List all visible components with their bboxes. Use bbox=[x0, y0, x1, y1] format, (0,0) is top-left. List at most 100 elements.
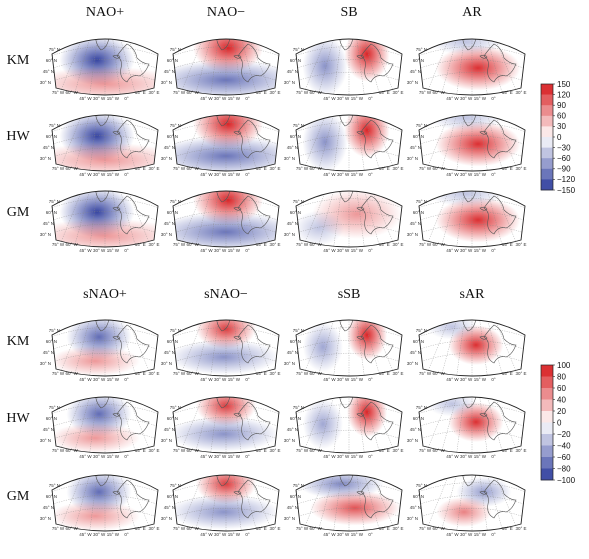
map-gm-2: 30° N 45° N 60° N 75° N 75° W 60° W45° W 30° W… bbox=[284, 474, 404, 537]
iceland-coast bbox=[112, 54, 121, 59]
lon-label: 45° W bbox=[200, 454, 213, 459]
lon-label: 60° W bbox=[66, 90, 79, 95]
positive-anomaly bbox=[52, 346, 140, 376]
lon-label: 15° E bbox=[379, 371, 390, 376]
lon-label: 45° W bbox=[200, 532, 213, 537]
lon-label: 75° W bbox=[52, 166, 65, 171]
lon-label: 15° W bbox=[351, 377, 364, 382]
lon-label: 30° E bbox=[269, 448, 280, 453]
map-km-0: 30° N 45° N 60° N 75° N 75° W 60° W45° W 30° W… bbox=[40, 319, 160, 382]
lon-label: 15° E bbox=[379, 242, 390, 247]
colorbar-segment bbox=[541, 179, 553, 191]
colorbar-tick-label: −150 bbox=[557, 186, 576, 195]
lon-label: 30° E bbox=[392, 90, 403, 95]
lat-label: 45° N bbox=[287, 350, 298, 355]
lon-label: 75° W bbox=[173, 371, 186, 376]
colorbar-tick-label: −60 bbox=[557, 453, 571, 462]
map-km-2: 30° N 45° N 60° N 75° N 75° W 60° W45° W 30° W… bbox=[284, 319, 404, 382]
europe-coast bbox=[116, 479, 150, 519]
greenland-coast bbox=[338, 191, 354, 203]
colorbar-segment bbox=[541, 126, 553, 138]
colorbar-tick-label: −60 bbox=[557, 154, 571, 163]
lon-label: 30° W bbox=[93, 172, 106, 177]
lon-label: 30° E bbox=[392, 371, 403, 376]
negative-anomaly bbox=[427, 320, 477, 340]
lon-label: 15° E bbox=[502, 448, 513, 453]
europe-coast bbox=[360, 195, 394, 235]
lon-label: 0° bbox=[124, 248, 129, 253]
lat-label: 30° N bbox=[161, 156, 172, 161]
lon-label: 0° bbox=[368, 172, 373, 177]
lon-label: 15° W bbox=[107, 532, 120, 537]
map-gm-0: 30° N 45° N 60° N 75° N 75° W 60° W45° W 30° W… bbox=[40, 190, 160, 253]
map-km-3: 30° N 45° N 60° N 75° N 75° W 60° W45° W 30° W… bbox=[407, 319, 527, 382]
lat-label: 45° N bbox=[410, 69, 421, 74]
lon-label: 75° W bbox=[296, 242, 309, 247]
lat-label: 75° N bbox=[49, 405, 60, 410]
europe-coast bbox=[237, 195, 271, 235]
lon-label: 30° W bbox=[460, 172, 473, 177]
greenland-coast bbox=[338, 475, 354, 487]
lat-label: 45° N bbox=[164, 145, 175, 150]
map-frame bbox=[295, 474, 403, 532]
map-km-3: 30° N 45° N 60° N 75° N 75° W 60° W45° W 30° W… bbox=[407, 38, 527, 101]
europe-coast bbox=[483, 479, 517, 519]
negative-anomaly bbox=[173, 416, 279, 452]
column-title: sNAO− bbox=[204, 287, 248, 302]
lat-label: 30° N bbox=[161, 361, 172, 366]
lat-label: 75° N bbox=[293, 405, 304, 410]
europe-coast bbox=[237, 43, 271, 83]
lat-label: 60° N bbox=[413, 339, 424, 344]
lon-label: 15° E bbox=[256, 448, 267, 453]
lon-label: 15° E bbox=[135, 90, 146, 95]
lon-label: 0° bbox=[245, 172, 250, 177]
positive-anomaly bbox=[436, 497, 492, 527]
lat-label: 30° N bbox=[407, 80, 418, 85]
lon-label: 30° W bbox=[337, 96, 350, 101]
greenland-coast bbox=[94, 320, 110, 332]
iceland-coast bbox=[112, 490, 121, 495]
greenland-coast bbox=[215, 191, 231, 203]
lon-label: 75° W bbox=[419, 166, 432, 171]
lon-label: 75° W bbox=[52, 526, 65, 531]
positive-anomaly bbox=[347, 320, 387, 360]
lon-label: 0° bbox=[368, 96, 373, 101]
panel-b-column-titles: sNAO+ sNAO− sSB sAR bbox=[83, 287, 485, 302]
map-frame bbox=[51, 190, 159, 248]
lat-label: 60° N bbox=[46, 339, 57, 344]
europe-coast bbox=[360, 401, 394, 441]
lat-label: 75° N bbox=[416, 123, 427, 128]
colorbar-segment bbox=[541, 411, 553, 423]
colorbar-segment bbox=[541, 137, 553, 148]
row-label: KM bbox=[7, 334, 30, 349]
colorbar-segment bbox=[541, 457, 553, 469]
lon-label: 30° E bbox=[148, 371, 159, 376]
colorbar-b: 100 80 60 40 20 0 −20 −40 −60 −80 −100 bbox=[540, 361, 576, 485]
lon-label: 15° W bbox=[107, 96, 120, 101]
negative-anomaly bbox=[173, 494, 279, 530]
lon-label: 45° W bbox=[79, 454, 92, 459]
lon-label: 60° W bbox=[66, 371, 79, 376]
lat-label: 45° N bbox=[410, 221, 421, 226]
iceland-coast bbox=[479, 206, 488, 211]
map-frame bbox=[418, 38, 526, 96]
lat-label: 30° N bbox=[161, 516, 172, 521]
lat-label: 60° N bbox=[46, 58, 57, 63]
colorbar-tick-label: 60 bbox=[557, 384, 566, 393]
colorbar-tick-label: 150 bbox=[557, 80, 571, 89]
map-hw-2: 30° N 45° N 60° N 75° N 75° W 60° W45° W 30° W… bbox=[284, 396, 404, 459]
greenland-coast bbox=[461, 320, 477, 332]
column-title: NAO− bbox=[207, 5, 245, 20]
greenland-coast bbox=[94, 115, 110, 127]
lat-label: 60° N bbox=[290, 58, 301, 63]
lon-label: 30° W bbox=[214, 454, 227, 459]
greenland-coast bbox=[215, 115, 231, 127]
iceland-coast bbox=[233, 54, 242, 59]
lon-label: 30° W bbox=[214, 532, 227, 537]
lat-label: 75° N bbox=[293, 483, 304, 488]
lat-label: 30° N bbox=[284, 438, 295, 443]
lat-label: 30° N bbox=[284, 156, 295, 161]
lon-label: 30° E bbox=[148, 242, 159, 247]
lon-label: 75° W bbox=[296, 526, 309, 531]
lon-label: 15° E bbox=[502, 166, 513, 171]
